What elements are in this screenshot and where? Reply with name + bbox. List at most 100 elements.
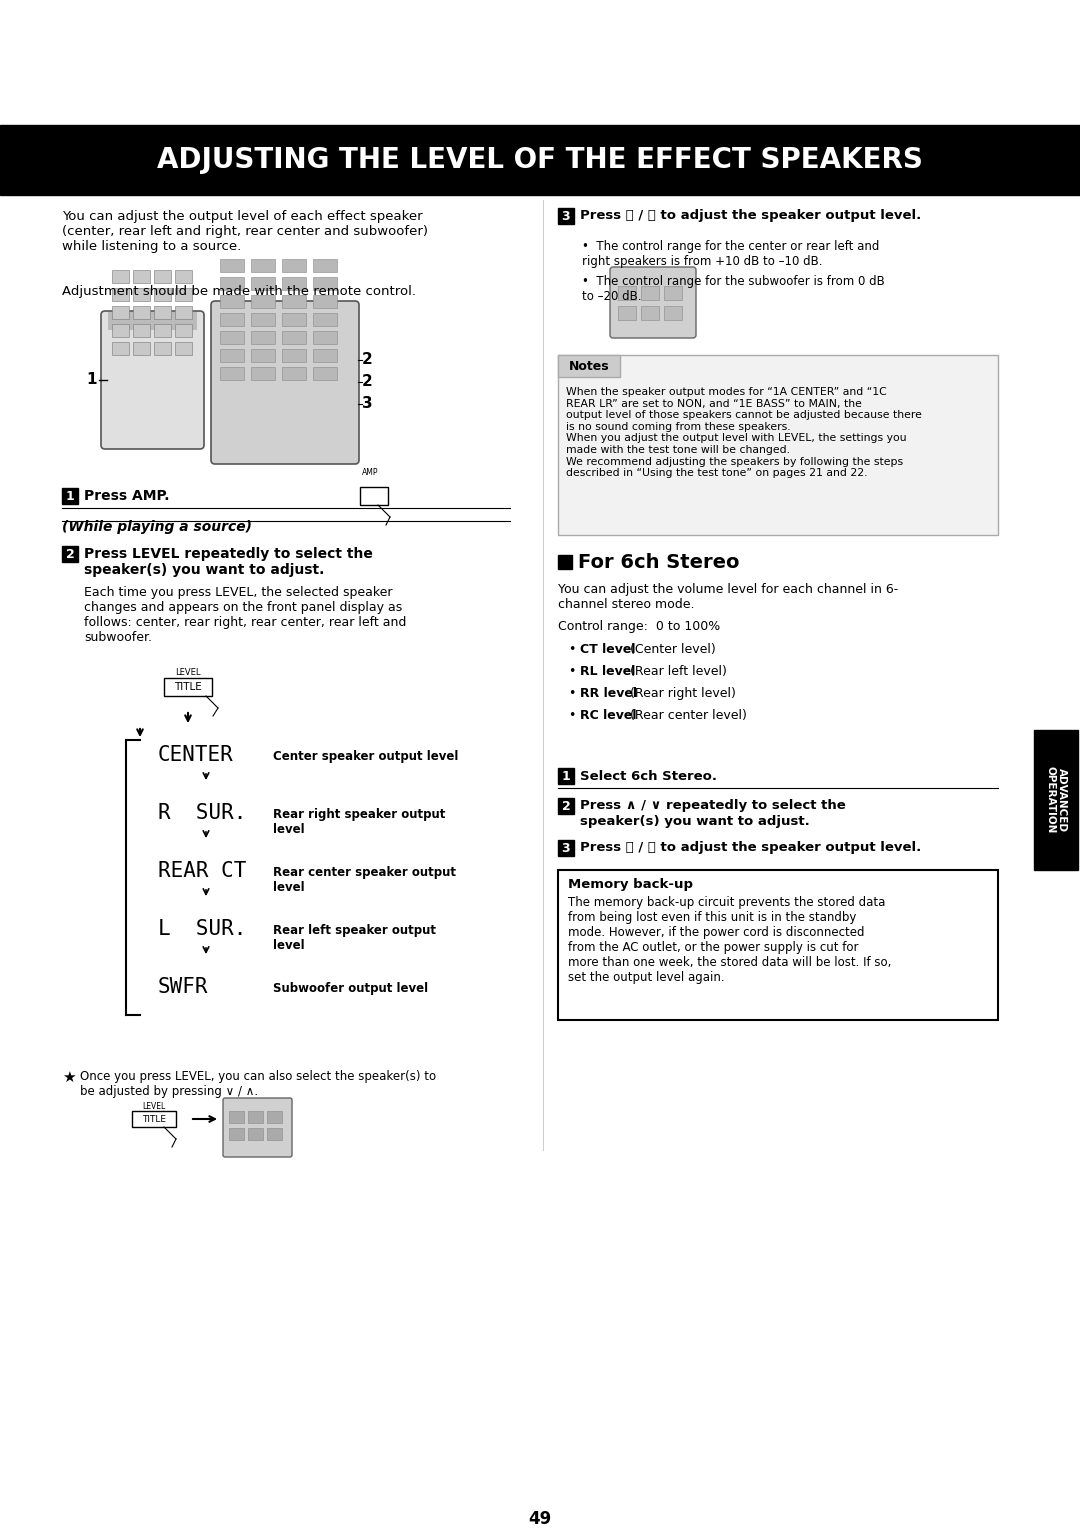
Bar bbox=[267, 1128, 282, 1140]
Text: Subwoofer output level: Subwoofer output level bbox=[273, 983, 428, 995]
Bar bbox=[558, 769, 573, 784]
Text: Press AMP.: Press AMP. bbox=[84, 489, 170, 503]
Bar bbox=[313, 348, 337, 362]
Text: 2: 2 bbox=[66, 547, 75, 561]
Text: Each time you press LEVEL, the selected speaker
changes and appears on the front: Each time you press LEVEL, the selected … bbox=[84, 587, 406, 643]
Text: AMP: AMP bbox=[362, 468, 378, 477]
Bar bbox=[154, 270, 171, 283]
FancyBboxPatch shape bbox=[610, 267, 696, 338]
Text: (Rear left level): (Rear left level) bbox=[626, 665, 727, 678]
Bar bbox=[313, 277, 337, 290]
Text: (Center level): (Center level) bbox=[626, 643, 716, 656]
Bar bbox=[220, 348, 244, 362]
Bar bbox=[133, 287, 150, 301]
Bar bbox=[313, 332, 337, 344]
Bar bbox=[154, 287, 171, 301]
Text: CT level: CT level bbox=[580, 643, 635, 656]
Bar bbox=[1034, 730, 1078, 869]
Text: •  The control range for the subwoofer is from 0 dB
to –20 dB.: • The control range for the subwoofer is… bbox=[582, 275, 885, 303]
Bar bbox=[154, 306, 171, 319]
Bar bbox=[112, 324, 129, 338]
Bar bbox=[282, 332, 306, 344]
Text: 3: 3 bbox=[562, 842, 570, 854]
FancyBboxPatch shape bbox=[102, 312, 204, 449]
Text: Notes: Notes bbox=[569, 359, 609, 373]
Text: 49: 49 bbox=[528, 1510, 552, 1528]
Text: Press LEVEL repeatedly to select the: Press LEVEL repeatedly to select the bbox=[84, 547, 373, 561]
Bar bbox=[164, 678, 212, 695]
Bar bbox=[62, 545, 78, 562]
Bar bbox=[220, 295, 244, 309]
Bar bbox=[0, 125, 1080, 196]
Bar bbox=[664, 286, 681, 299]
Bar bbox=[112, 287, 129, 301]
Text: TITLE: TITLE bbox=[141, 1114, 166, 1123]
Bar bbox=[133, 270, 150, 283]
Text: •: • bbox=[568, 643, 576, 656]
Bar bbox=[112, 342, 129, 354]
Text: •: • bbox=[568, 688, 576, 700]
Bar bbox=[618, 286, 636, 299]
Bar bbox=[664, 306, 681, 319]
Bar bbox=[313, 367, 337, 380]
Bar bbox=[313, 260, 337, 272]
Bar bbox=[251, 348, 275, 362]
Text: RC level: RC level bbox=[580, 709, 636, 723]
Bar bbox=[175, 270, 192, 283]
Bar bbox=[251, 332, 275, 344]
Bar bbox=[558, 555, 572, 568]
Bar bbox=[282, 260, 306, 272]
Text: RL level: RL level bbox=[580, 665, 635, 678]
Text: Press 〈 / 〉 to adjust the speaker output level.: Press 〈 / 〉 to adjust the speaker output… bbox=[580, 842, 921, 854]
Bar bbox=[642, 286, 659, 299]
Text: 2: 2 bbox=[362, 353, 373, 368]
Text: Once you press LEVEL, you can also select the speaker(s) to
be adjusted by press: Once you press LEVEL, you can also selec… bbox=[80, 1070, 436, 1099]
Text: 2: 2 bbox=[562, 799, 570, 813]
Text: TITLE: TITLE bbox=[174, 681, 202, 692]
Bar bbox=[251, 313, 275, 325]
Bar bbox=[229, 1111, 244, 1123]
Text: 3: 3 bbox=[562, 209, 570, 223]
Bar bbox=[267, 1111, 282, 1123]
Text: REAR CT: REAR CT bbox=[158, 860, 246, 882]
Text: For 6ch Stereo: For 6ch Stereo bbox=[578, 553, 740, 571]
Bar bbox=[175, 287, 192, 301]
Bar bbox=[282, 348, 306, 362]
Bar bbox=[282, 313, 306, 325]
Text: Rear right speaker output
level: Rear right speaker output level bbox=[273, 808, 445, 836]
Text: •: • bbox=[568, 665, 576, 678]
Bar bbox=[133, 324, 150, 338]
Bar bbox=[558, 354, 620, 377]
Text: The memory back-up circuit prevents the stored data
from being lost even if this: The memory back-up circuit prevents the … bbox=[568, 895, 891, 984]
Text: (Rear center level): (Rear center level) bbox=[626, 709, 747, 723]
Text: Rear left speaker output
level: Rear left speaker output level bbox=[273, 924, 436, 952]
Bar bbox=[558, 869, 998, 1021]
Text: Select 6ch Stereo.: Select 6ch Stereo. bbox=[580, 770, 717, 782]
Text: Press 〈 / 〉 to adjust the speaker output level.: Press 〈 / 〉 to adjust the speaker output… bbox=[580, 209, 921, 223]
Text: SWFR: SWFR bbox=[158, 976, 208, 996]
Bar bbox=[251, 295, 275, 309]
Bar bbox=[360, 487, 388, 504]
Bar bbox=[133, 342, 150, 354]
Text: 1: 1 bbox=[86, 373, 97, 388]
Bar bbox=[112, 306, 129, 319]
Text: Center speaker output level: Center speaker output level bbox=[273, 750, 458, 762]
Bar bbox=[642, 306, 659, 319]
Text: You can adjust the volume level for each channel in 6-
channel stereo mode.: You can adjust the volume level for each… bbox=[558, 584, 899, 611]
Bar bbox=[175, 324, 192, 338]
Bar bbox=[558, 208, 573, 225]
Text: •  The control range for the center or rear left and
right speakers is from +10 : • The control range for the center or re… bbox=[582, 240, 879, 267]
Text: CENTER: CENTER bbox=[158, 746, 233, 766]
Text: When the speaker output modes for “1A CENTER” and “1C
REAR LR” are set to NON, a: When the speaker output modes for “1A CE… bbox=[566, 387, 922, 478]
Text: 2: 2 bbox=[362, 374, 373, 390]
Text: Rear center speaker output
level: Rear center speaker output level bbox=[273, 866, 456, 894]
Bar bbox=[251, 367, 275, 380]
Bar bbox=[248, 1111, 264, 1123]
Text: ADJUSTING THE LEVEL OF THE EFFECT SPEAKERS: ADJUSTING THE LEVEL OF THE EFFECT SPEAKE… bbox=[157, 147, 923, 174]
Text: You can adjust the output level of each effect speaker
(center, rear left and ri: You can adjust the output level of each … bbox=[62, 209, 428, 254]
Text: (While playing a source): (While playing a source) bbox=[62, 520, 252, 533]
Text: LEVEL: LEVEL bbox=[143, 1102, 165, 1111]
Bar bbox=[220, 332, 244, 344]
Text: ★: ★ bbox=[62, 1070, 76, 1085]
Text: Control range:  0 to 100%: Control range: 0 to 100% bbox=[558, 620, 720, 633]
